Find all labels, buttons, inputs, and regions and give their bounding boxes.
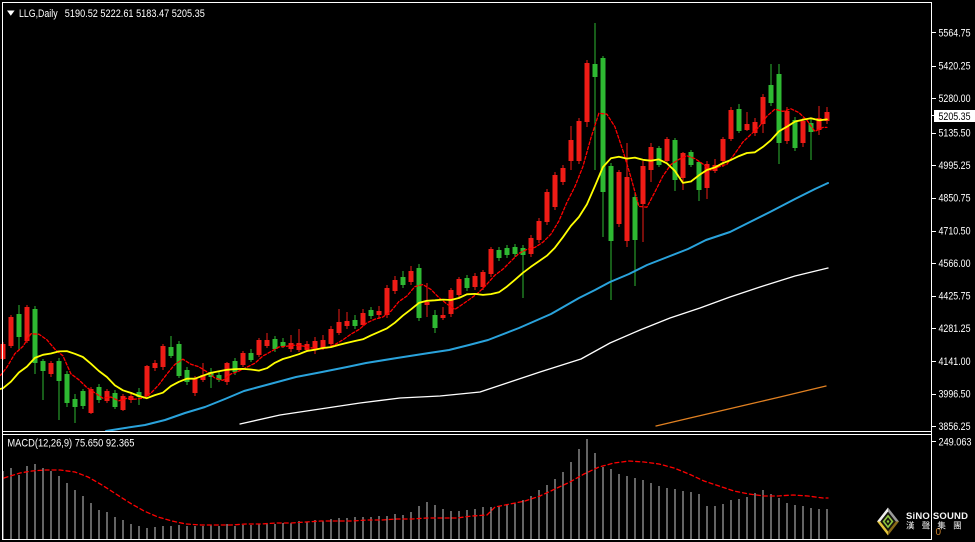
svg-text:4850.75: 4850.75 (939, 193, 971, 205)
svg-text:4281.25: 4281.25 (939, 323, 971, 335)
svg-text:4566.00: 4566.00 (939, 258, 971, 270)
svg-text:漢聲集團: 漢聲集團 (906, 521, 969, 531)
svg-text:4425.75: 4425.75 (939, 291, 971, 303)
svg-text:5280.00: 5280.00 (939, 93, 971, 105)
svg-text:5420.25: 5420.25 (939, 60, 971, 72)
svg-text:3856.25: 3856.25 (939, 421, 971, 433)
svg-text:MACD(12,26,9) 75.650 92.365: MACD(12,26,9) 75.650 92.365 (7, 438, 134, 450)
svg-text:SiNO SOUND: SiNO SOUND (906, 511, 968, 522)
svg-text:5135.50: 5135.50 (939, 128, 971, 140)
svg-text:3996.50: 3996.50 (939, 388, 971, 400)
svg-text:4710.50: 4710.50 (939, 225, 971, 237)
svg-text:0: 0 (936, 527, 942, 538)
svg-text:5205.35: 5205.35 (939, 111, 971, 123)
svg-text:249.063: 249.063 (939, 436, 972, 448)
svg-text:4995.25: 4995.25 (939, 160, 971, 172)
svg-text:5564.75: 5564.75 (939, 27, 971, 39)
svg-text:4141.00: 4141.00 (939, 356, 971, 368)
